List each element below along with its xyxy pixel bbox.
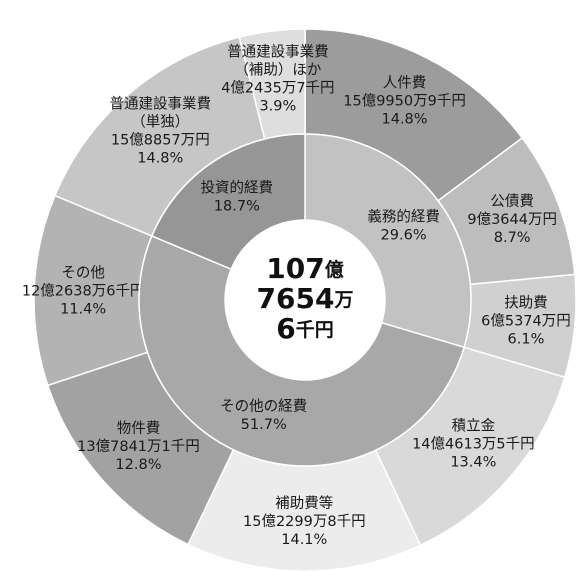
outer-label: 積立金 (452, 418, 496, 435)
inner-label: 18.7% (214, 199, 260, 215)
outer-label: 補助費等 (275, 494, 333, 512)
inner-label: 51.7% (241, 417, 287, 433)
outer-label: 13億7841万1千円 (77, 438, 200, 455)
outer-label: 扶助費 (504, 295, 548, 312)
outer-label: 14.1% (281, 532, 327, 548)
outer-label: 12.8% (115, 457, 161, 473)
outer-label: 4億2435万7千円 (221, 80, 334, 97)
center-number: 7654 (257, 282, 335, 315)
outer-label: 15億2299万8千円 (243, 513, 366, 530)
outer-label: 14.8% (382, 112, 428, 128)
outer-label: 15億8857万円 (111, 132, 210, 149)
inner-label: 義務的経費 (367, 208, 440, 225)
center-unit: 万 (333, 289, 353, 311)
outer-label: （単独） (131, 114, 189, 131)
outer-label: 11.4% (60, 302, 106, 318)
outer-label: 普通建設事業費 (110, 96, 212, 113)
outer-label: 14.8% (137, 151, 183, 167)
center-number: 107 (266, 252, 324, 285)
outer-label: 9億3644万円 (467, 211, 557, 228)
outer-label: 3.9% (259, 99, 296, 115)
center-total: 7654万 (257, 282, 354, 315)
outer-label: その他 (61, 265, 105, 282)
outer-label: 12億2638万6千円 (22, 283, 145, 300)
outer-label: 人件費 (383, 75, 427, 92)
outer-label: 普通建設事業費 (227, 44, 329, 61)
outer-label: 物件費 (117, 420, 161, 437)
inner-label: 投資的経費 (201, 180, 274, 197)
center-number: 6 (276, 312, 295, 345)
center-unit: 億 (325, 258, 344, 281)
outer-label: 6億5374万円 (481, 313, 571, 330)
center-hole (225, 220, 385, 380)
outer-label: 8.7% (494, 230, 531, 246)
outer-label: 13.4% (450, 455, 496, 471)
outer-label: 14億4613万5千円 (412, 436, 535, 453)
inner-label: その他の経費 (220, 398, 307, 415)
outer-label: 15億9950万9千円 (343, 93, 466, 110)
outer-label: 公債費 (490, 193, 534, 210)
center-unit: 千円 (296, 319, 334, 341)
inner-label: 29.6% (381, 227, 427, 243)
outer-label: 6.1% (508, 332, 545, 348)
center-total: 107億 (266, 252, 343, 285)
outer-label: （補助）ほか (234, 62, 321, 79)
center-total: 6千円 (276, 312, 334, 345)
